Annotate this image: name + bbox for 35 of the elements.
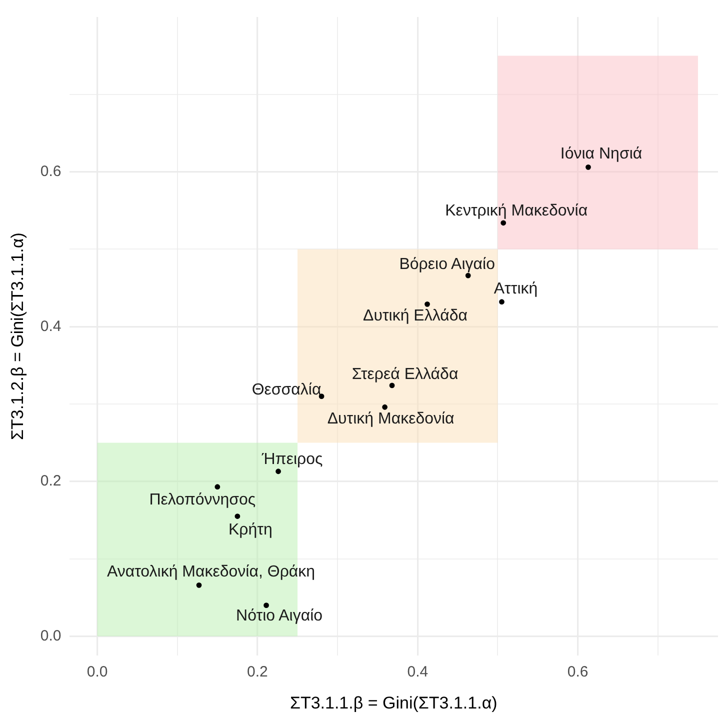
annotation: Νότιο Αιγαίο (236, 608, 323, 625)
y-tick-label: 0.6 (40, 162, 62, 180)
annotation: Πελοπόννησος (149, 491, 256, 508)
x-tick-label: 0.4 (407, 664, 428, 681)
point (276, 468, 281, 474)
point (382, 404, 388, 410)
point (264, 602, 269, 608)
point (234, 514, 240, 519)
annotation: Δυτική Ελλάδα (363, 308, 468, 325)
x-tick-label: 0.2 (247, 664, 268, 681)
annotation: Βόρειο Αιγαίο (399, 256, 496, 273)
annotation: Αττική (494, 280, 538, 298)
x-tick-label: 0.0 (86, 664, 108, 681)
x-axis-title: ΣΤ3.1.1.β = Gini(ΣΤ3.1.1.α) (290, 693, 498, 712)
point (424, 301, 430, 307)
point (499, 299, 504, 305)
y-tick-label: 0.4 (40, 318, 62, 335)
annotation: Κεντρική Μακεδονία (445, 202, 588, 220)
annotation: Ήπειρος (260, 450, 324, 468)
annotation: Ιόνια Νησιά (560, 146, 642, 163)
y-tick-label: 0.2 (40, 472, 62, 490)
point (196, 582, 202, 588)
point (586, 164, 591, 170)
point (465, 272, 471, 278)
annotation: Κρήτη (228, 522, 272, 539)
point (389, 382, 395, 388)
y-axis-title: ΣΤ3.1.2.β = Gini(ΣΤ3.1.1.α) (8, 232, 27, 440)
y-tick-label: 0.0 (40, 627, 62, 644)
point (500, 220, 506, 226)
annotation: Δυτική Μακεδονία (327, 410, 454, 428)
point (214, 484, 220, 490)
x-tick-label: 0.6 (567, 664, 588, 681)
annotation: Ανατολική Μακεδονία, Θράκη (106, 564, 316, 581)
annotation: Στερεά Ελλάδα (352, 366, 458, 383)
annotation: Θεσσαλία (252, 382, 322, 399)
